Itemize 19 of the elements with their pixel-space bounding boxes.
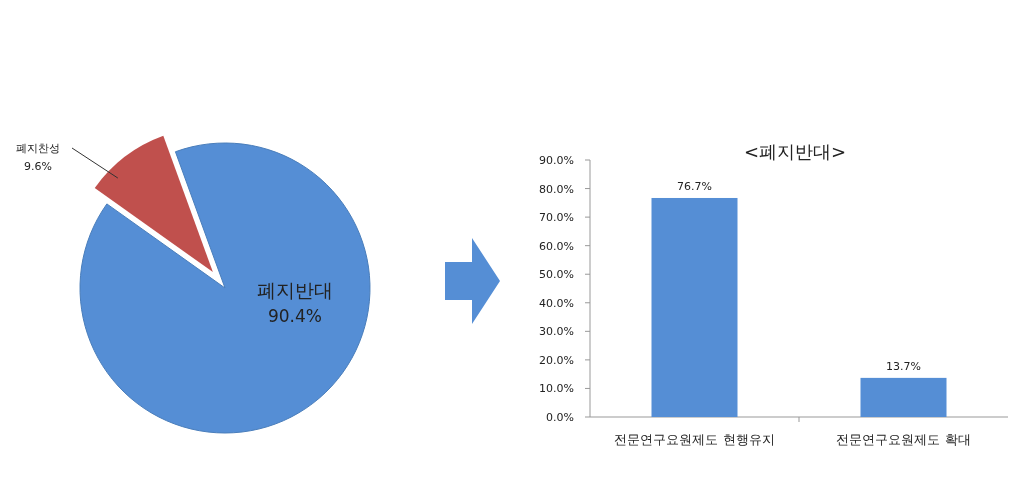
x-tick-label: 전문연구요원제도 확대 xyxy=(836,432,971,447)
chart-title: <폐지반대> xyxy=(743,141,847,162)
x-tick-label: 전문연구요원제도 현행유지 xyxy=(614,432,775,447)
data-label: 90.4% xyxy=(267,306,323,326)
y-tick-label: 10.0% xyxy=(539,382,574,396)
slice-label: 폐지반대 xyxy=(257,279,333,301)
y-tick-label: 30.0% xyxy=(539,325,574,339)
y-tick-label: 0.0% xyxy=(546,411,574,424)
data-label: 9.6% xyxy=(24,160,52,173)
data-label: 76.7% xyxy=(677,179,712,193)
y-tick-label: 70.0% xyxy=(539,211,574,225)
y-tick-label: 60.0% xyxy=(539,239,574,253)
slice-label: 폐지찬성 xyxy=(16,142,60,155)
y-tick-label: 50.0% xyxy=(539,268,574,282)
y-tick-label: 40.0% xyxy=(539,296,574,310)
y-tick-label: 20.0% xyxy=(539,353,574,367)
y-tick-label: 90.0% xyxy=(539,154,574,167)
y-tick-label: 80.0% xyxy=(539,182,574,196)
data-label: 13.7% xyxy=(886,359,921,373)
